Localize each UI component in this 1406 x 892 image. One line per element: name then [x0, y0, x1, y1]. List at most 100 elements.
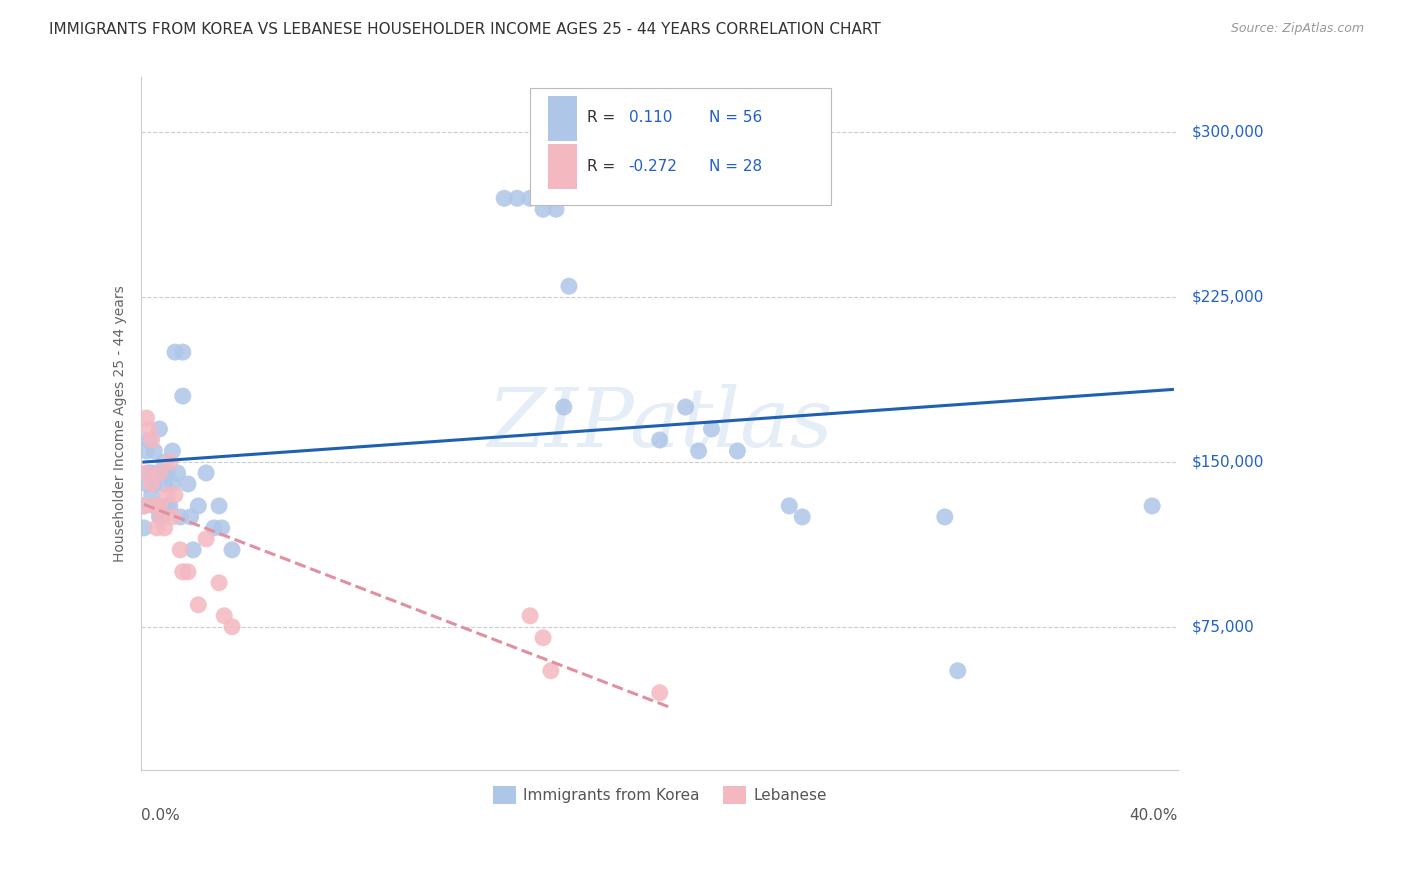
Y-axis label: Householder Income Ages 25 - 44 years: Householder Income Ages 25 - 44 years: [114, 285, 128, 562]
Point: [172, 565, 194, 579]
Text: 0.110: 0.110: [628, 111, 672, 126]
Point: [177, 477, 200, 491]
Text: $225,000: $225,000: [1192, 290, 1264, 305]
Point: [153, 477, 176, 491]
Point: [195, 532, 218, 546]
Point: [506, 191, 529, 205]
Point: [132, 499, 155, 513]
Point: [208, 575, 231, 590]
Text: N = 28: N = 28: [710, 159, 762, 174]
Point: [153, 455, 176, 469]
Point: [946, 664, 969, 678]
Point: [150, 509, 173, 524]
Text: R =: R =: [588, 111, 620, 126]
Bar: [548, 144, 576, 189]
Point: [553, 400, 575, 414]
Point: [141, 466, 163, 480]
Point: [1140, 499, 1163, 513]
Point: [156, 466, 179, 480]
Text: R =: R =: [588, 159, 620, 174]
Point: [148, 422, 170, 436]
Text: Source: ZipAtlas.com: Source: ZipAtlas.com: [1230, 22, 1364, 36]
Point: [135, 411, 157, 425]
Point: [146, 499, 169, 513]
Text: IMMIGRANTS FROM KOREA VS LEBANESE HOUSEHOLDER INCOME AGES 25 - 44 YEARS CORRELAT: IMMIGRANTS FROM KOREA VS LEBANESE HOUSEH…: [49, 22, 882, 37]
Point: [688, 444, 710, 458]
Point: [141, 488, 163, 502]
Point: [208, 499, 231, 513]
Point: [138, 422, 160, 436]
Point: [156, 499, 179, 513]
Point: [163, 345, 186, 359]
Point: [778, 499, 800, 513]
Point: [146, 466, 169, 480]
Point: [146, 521, 169, 535]
Point: [148, 509, 170, 524]
Point: [159, 499, 181, 513]
Text: -0.272: -0.272: [628, 159, 678, 174]
Point: [166, 466, 188, 480]
FancyBboxPatch shape: [530, 87, 831, 205]
Point: [150, 509, 173, 524]
Point: [648, 686, 671, 700]
Text: $300,000: $300,000: [1192, 125, 1264, 140]
Point: [675, 400, 697, 414]
Point: [558, 279, 581, 293]
Text: $150,000: $150,000: [1192, 454, 1264, 469]
Point: [648, 433, 671, 447]
Point: [212, 608, 235, 623]
Text: $75,000: $75,000: [1192, 619, 1254, 634]
Point: [519, 608, 541, 623]
Point: [540, 191, 562, 205]
Point: [531, 631, 554, 645]
Point: [135, 466, 157, 480]
Point: [132, 521, 155, 535]
Point: [169, 509, 191, 524]
Point: [181, 542, 204, 557]
Point: [141, 477, 163, 491]
Point: [792, 509, 814, 524]
Point: [162, 509, 184, 524]
Point: [700, 422, 723, 436]
Point: [172, 389, 194, 403]
Point: [138, 433, 160, 447]
Point: [177, 565, 200, 579]
Point: [494, 191, 516, 205]
Point: [148, 466, 170, 480]
Point: [143, 444, 166, 458]
Point: [540, 664, 562, 678]
Bar: [548, 96, 576, 141]
Point: [156, 488, 179, 502]
Point: [187, 499, 209, 513]
Point: [143, 477, 166, 491]
Point: [135, 477, 157, 491]
Point: [221, 620, 243, 634]
Point: [519, 191, 541, 205]
Point: [169, 542, 191, 557]
Point: [531, 202, 554, 217]
Point: [143, 499, 166, 513]
Text: ZIPatlas: ZIPatlas: [486, 384, 832, 464]
Point: [135, 444, 157, 458]
Point: [150, 466, 173, 480]
Text: N = 56: N = 56: [710, 111, 762, 126]
Point: [202, 521, 225, 535]
Point: [727, 444, 749, 458]
Point: [172, 345, 194, 359]
Point: [132, 499, 155, 513]
Point: [153, 521, 176, 535]
Point: [159, 455, 181, 469]
Point: [211, 521, 233, 535]
Point: [162, 444, 184, 458]
Text: 40.0%: 40.0%: [1129, 808, 1178, 823]
Point: [162, 477, 184, 491]
Legend: Immigrants from Korea, Lebanese: Immigrants from Korea, Lebanese: [486, 780, 832, 811]
Text: 0.0%: 0.0%: [142, 808, 180, 823]
Point: [221, 542, 243, 557]
Point: [544, 202, 567, 217]
Point: [195, 466, 218, 480]
Point: [141, 433, 163, 447]
Point: [138, 466, 160, 480]
Point: [934, 509, 956, 524]
Point: [180, 509, 202, 524]
